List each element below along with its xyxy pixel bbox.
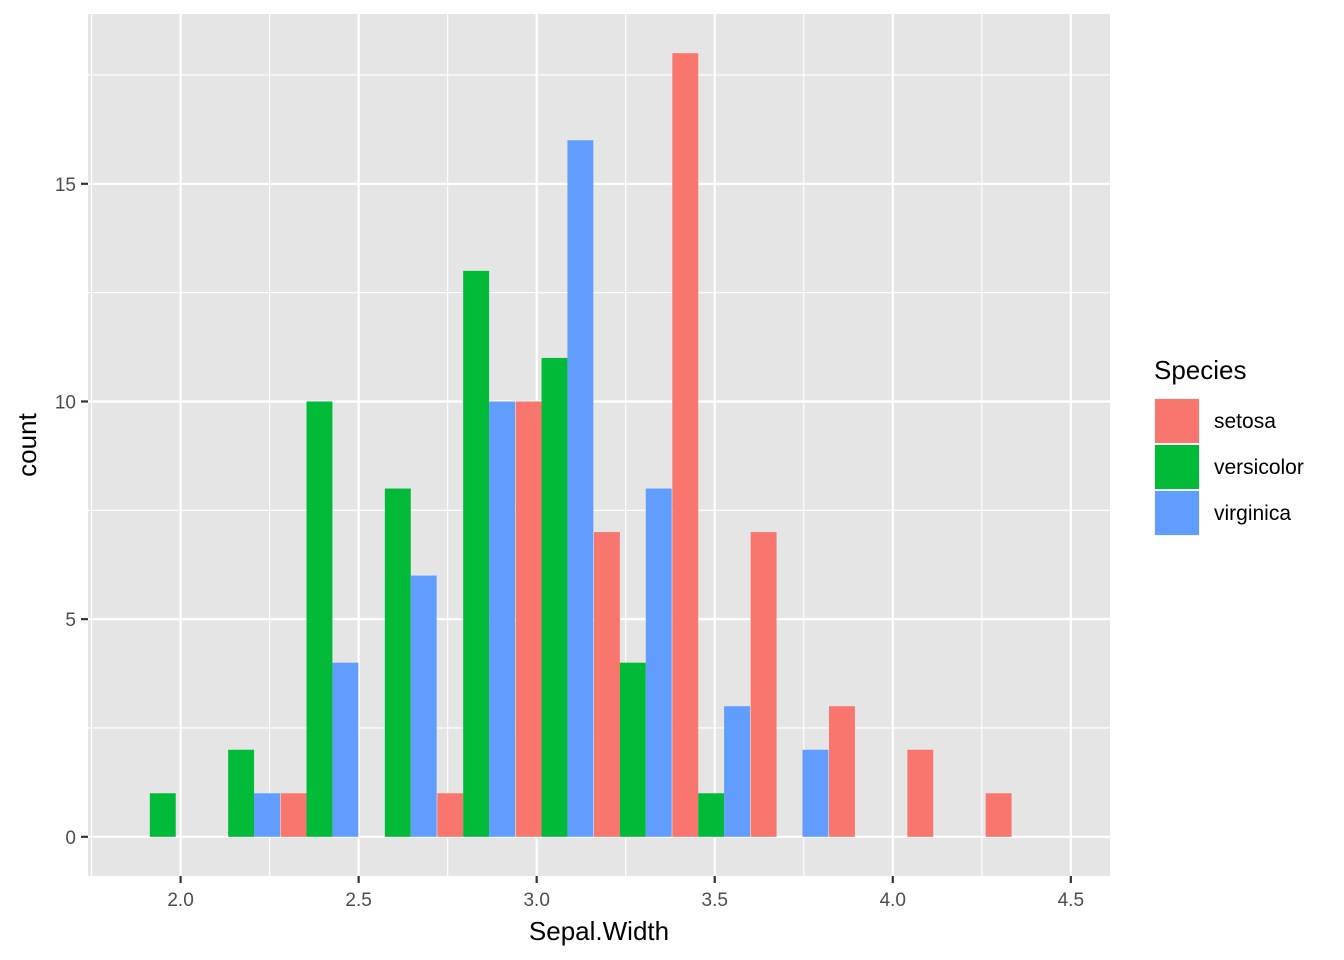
major-gridlines	[88, 14, 1110, 876]
bar-virginica	[332, 662, 359, 837]
bar-virginica	[489, 401, 515, 837]
x-axis: 2.0 2.5 3.0 3.5 4.0 4.5	[167, 876, 1084, 911]
x-tick-label: 2.0	[167, 890, 193, 911]
bar-versicolor	[384, 488, 411, 837]
minor-gridlines	[88, 14, 1110, 876]
legend-label-virginica: virginica	[1214, 502, 1291, 525]
legend: Species setosa versicolor virginica	[1154, 355, 1304, 536]
bar-virginica	[724, 706, 751, 837]
bar-setosa	[750, 532, 777, 837]
legend-swatch-setosa	[1155, 399, 1199, 443]
bars	[149, 53, 1012, 837]
bar-setosa	[515, 401, 542, 837]
legend-label-setosa: setosa	[1214, 410, 1276, 433]
bar-versicolor	[149, 793, 176, 837]
y-axis: 0 5 10 15	[55, 175, 88, 849]
y-tick-label: 5	[65, 610, 76, 631]
bar-virginica	[254, 793, 280, 837]
legend-label-versicolor: versicolor	[1214, 456, 1304, 479]
bar-versicolor	[228, 749, 255, 837]
x-tick-label: 4.0	[880, 890, 906, 911]
legend-title: Species	[1154, 355, 1247, 385]
y-tick-label: 10	[55, 392, 76, 413]
bar-versicolor	[463, 270, 490, 837]
bar-setosa	[985, 793, 1012, 837]
bar-setosa	[280, 793, 307, 837]
x-axis-title: Sepal.Width	[529, 916, 669, 946]
bar-versicolor	[698, 793, 725, 837]
legend-swatch-versicolor	[1155, 445, 1199, 489]
bar-setosa	[437, 793, 464, 837]
bar-virginica	[802, 749, 829, 837]
bar-setosa	[672, 53, 699, 837]
y-axis-title: count	[12, 412, 42, 476]
x-tick-label: 2.5	[345, 890, 371, 911]
legend-swatch-virginica	[1155, 491, 1199, 535]
bar-setosa	[907, 749, 934, 837]
bar-setosa	[829, 706, 855, 837]
bar-versicolor	[306, 401, 333, 837]
bar-virginica	[410, 575, 437, 837]
x-tick-label: 3.5	[702, 890, 728, 911]
bar-virginica	[645, 488, 672, 837]
bar-setosa	[593, 532, 620, 837]
bar-versicolor	[541, 357, 568, 837]
y-tick-label: 0	[65, 828, 76, 849]
y-tick-label: 15	[55, 175, 76, 196]
bar-virginica	[567, 140, 594, 837]
bar-versicolor	[619, 662, 646, 837]
x-tick-label: 3.0	[523, 890, 549, 911]
x-tick-label: 4.5	[1058, 890, 1084, 911]
